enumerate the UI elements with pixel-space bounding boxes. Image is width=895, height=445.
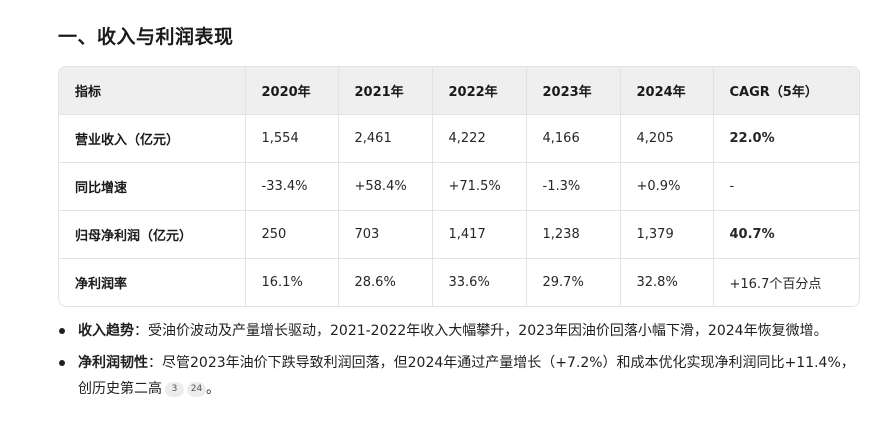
row-label: 净利润率	[59, 258, 246, 306]
table-cell: 250	[245, 210, 339, 259]
column-header: 2022年	[432, 67, 527, 115]
table-cell: 703	[338, 210, 433, 259]
section-heading: 一、收入与利润表现	[58, 26, 234, 48]
table-cell: +58.4%	[338, 162, 433, 211]
row-label: 同比增速	[59, 162, 246, 211]
table-cell: 29.7%	[526, 258, 621, 306]
table-row: 同比增速 -33.4% +58.4% +71.5% -1.3% +0.9% -	[59, 162, 859, 211]
bullet-dot-icon	[59, 360, 65, 366]
row-label: 归母净利润（亿元）	[59, 210, 246, 259]
list-item: 净利润韧性：尽管2023年油价下跌导致利润回落，但2024年通过产量增长（+7.…	[58, 350, 858, 402]
cagr-cell: 22.0%	[713, 114, 859, 163]
citation-badge[interactable]: 24	[187, 382, 206, 397]
table-cell: 33.6%	[432, 258, 527, 306]
column-header: 指标	[59, 67, 246, 115]
table-cell: -33.4%	[245, 162, 339, 211]
table-cell: 16.1%	[245, 258, 339, 306]
revenue-profit-table: 指标 2020年 2021年 2022年 2023年 2024年 CAGR（5年…	[58, 66, 860, 307]
table-cell: 4,222	[432, 114, 527, 163]
bullet-text: ：尽管2023年油价下跌导致利润回落，但2024年通过产量增长（+7.2%）和成…	[78, 355, 855, 397]
table-cell: 28.6%	[338, 258, 433, 306]
row-label: 营业收入（亿元）	[59, 114, 246, 163]
bullet-dot-icon	[59, 328, 65, 334]
citation-badge[interactable]: 3	[165, 382, 184, 397]
table-cell: 32.8%	[620, 258, 714, 306]
column-header: 2020年	[245, 67, 339, 115]
bullet-end: 。	[206, 381, 220, 397]
table-cell: +0.9%	[620, 162, 714, 211]
table-cell: 1,554	[245, 114, 339, 163]
table-row: 营业收入（亿元） 1,554 2,461 4,222 4,166 4,205 2…	[59, 114, 859, 163]
cagr-cell: -	[713, 162, 859, 211]
cagr-cell: +16.7个百分点	[729, 277, 822, 292]
list-item: 收入趋势：受油价波动及产量增长驱动，2021-2022年收入大幅攀升，2023年…	[58, 318, 858, 344]
table-cell: 1,238	[526, 210, 621, 259]
table-cell: -1.3%	[526, 162, 621, 211]
column-header: 2021年	[338, 67, 433, 115]
cagr-cell: 40.7%	[713, 210, 859, 259]
table-cell: +71.5%	[432, 162, 527, 211]
table-row: 归母净利润（亿元） 250 703 1,417 1,238 1,379 40.7…	[59, 210, 859, 259]
table-cell: 1,417	[432, 210, 527, 259]
table-row: 净利润率 16.1% 28.6% 33.6% 29.7% 32.8% +16.7…	[59, 258, 859, 306]
bullet-text: ：受油价波动及产量增长驱动，2021-2022年收入大幅攀升，2023年因油价回…	[134, 323, 828, 339]
table-cell: 1,379	[620, 210, 714, 259]
table-header-row: 指标 2020年 2021年 2022年 2023年 2024年 CAGR（5年…	[59, 67, 859, 115]
column-header: 2023年	[526, 67, 621, 115]
analysis-bullet-list: 收入趋势：受油价波动及产量增长驱动，2021-2022年收入大幅攀升，2023年…	[58, 318, 858, 408]
table-cell: 2,461	[338, 114, 433, 163]
table-cell: 4,166	[526, 114, 621, 163]
bullet-term: 收入趋势	[78, 323, 134, 339]
column-header: CAGR（5年）	[713, 67, 859, 115]
table-cell: 4,205	[620, 114, 714, 163]
bullet-term: 净利润韧性	[78, 355, 148, 371]
column-header: 2024年	[620, 67, 714, 115]
